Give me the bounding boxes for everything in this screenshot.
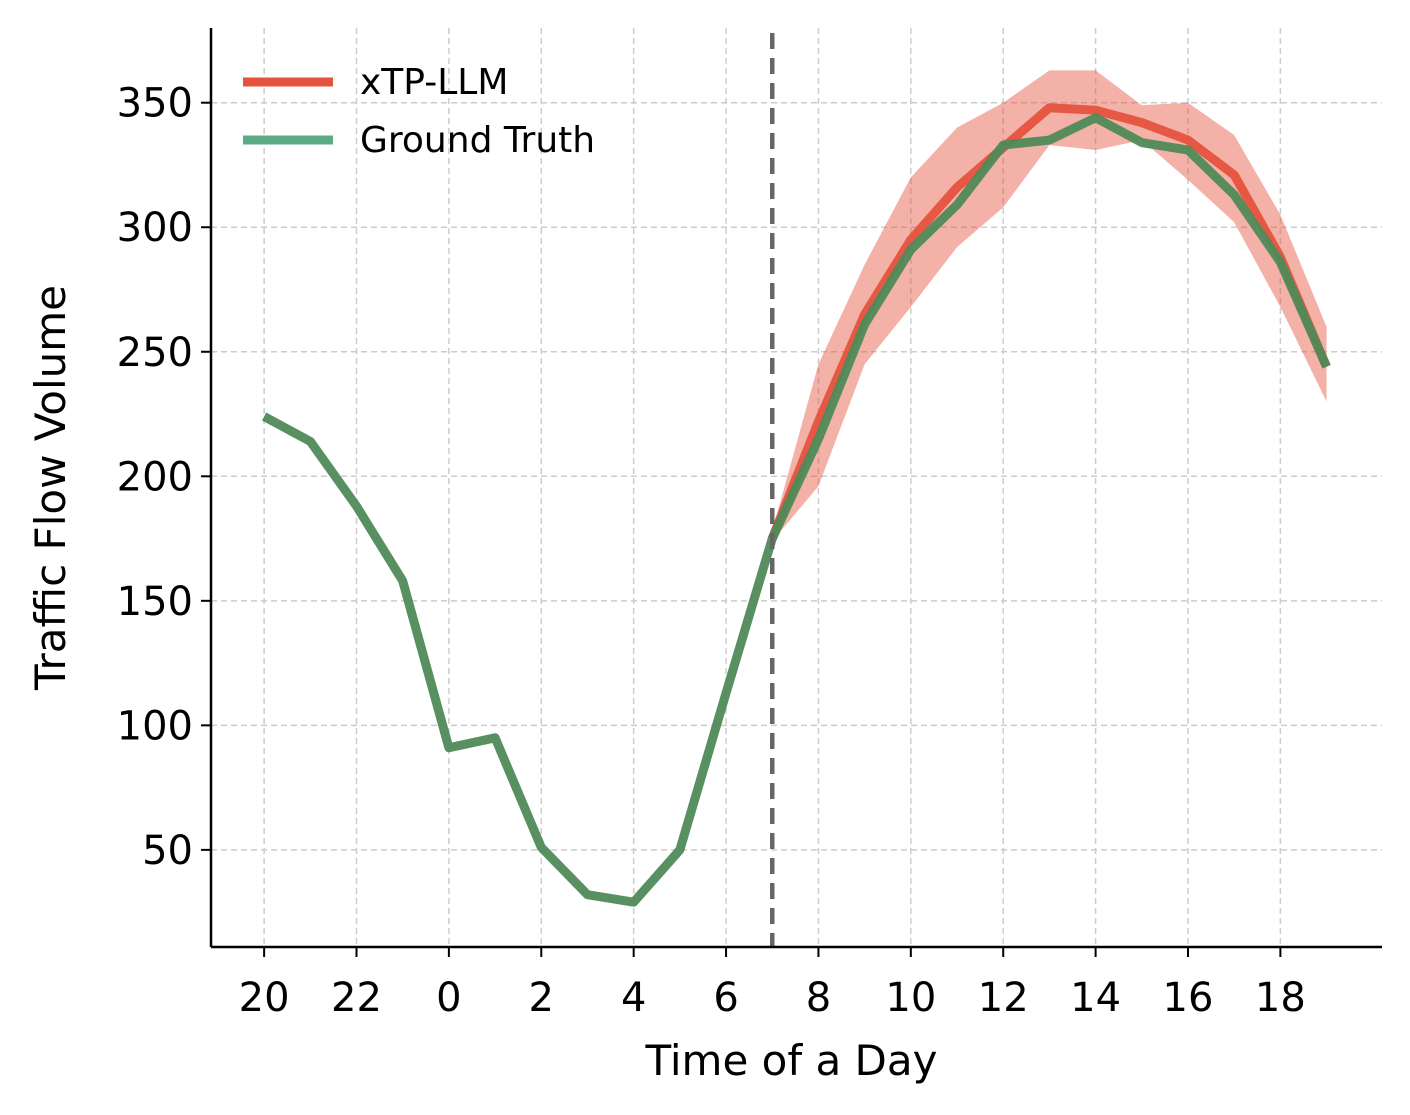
- xtp-llm-uncertainty-band: [772, 70, 1327, 542]
- y-tick-label: 50: [142, 828, 193, 874]
- x-tick-label: 20: [239, 975, 290, 1021]
- y-tick-label: 250: [117, 330, 193, 376]
- x-tick-label: 18: [1255, 975, 1306, 1021]
- x-tick-label: 12: [978, 975, 1029, 1021]
- y-tick-label: 200: [117, 454, 193, 500]
- x-tick-label: 16: [1163, 975, 1214, 1021]
- x-tick-label: 4: [621, 975, 646, 1021]
- y-tick-label: 350: [117, 81, 193, 127]
- axes: [201, 28, 1382, 957]
- series-line-ground-truth: [261, 113, 1331, 907]
- y-tick-label: 300: [117, 205, 193, 251]
- x-tick-label: 0: [436, 975, 461, 1021]
- tick-labels: 50 100 150 200 250 300 350 20 22 0 2 4 6 8 10 12 14 16 18: [117, 81, 1306, 1021]
- series-lines: [261, 103, 1331, 907]
- y-axis-label: Traffic Flow Volume: [26, 285, 75, 691]
- series-line-xtp-llm: [768, 103, 1331, 541]
- x-axis-label: Time of a Day: [645, 1036, 938, 1085]
- legend: xTP-LLM Ground Truth: [243, 62, 595, 161]
- y-tick-label: 100: [117, 703, 193, 749]
- legend-label-xtp-llm: xTP-LLM: [360, 62, 508, 103]
- x-tick-label: 2: [529, 975, 554, 1021]
- x-tick-label: 8: [806, 975, 831, 1021]
- forecast-band: [772, 70, 1327, 542]
- x-tick-label: 6: [713, 975, 738, 1021]
- x-tick-label: 14: [1070, 975, 1121, 1021]
- x-tick-label: 10: [885, 975, 936, 1021]
- grid: [211, 28, 1382, 947]
- x-tick-label: 22: [331, 975, 382, 1021]
- legend-label-ground-truth: Ground Truth: [360, 120, 595, 161]
- y-tick-label: 150: [117, 579, 193, 625]
